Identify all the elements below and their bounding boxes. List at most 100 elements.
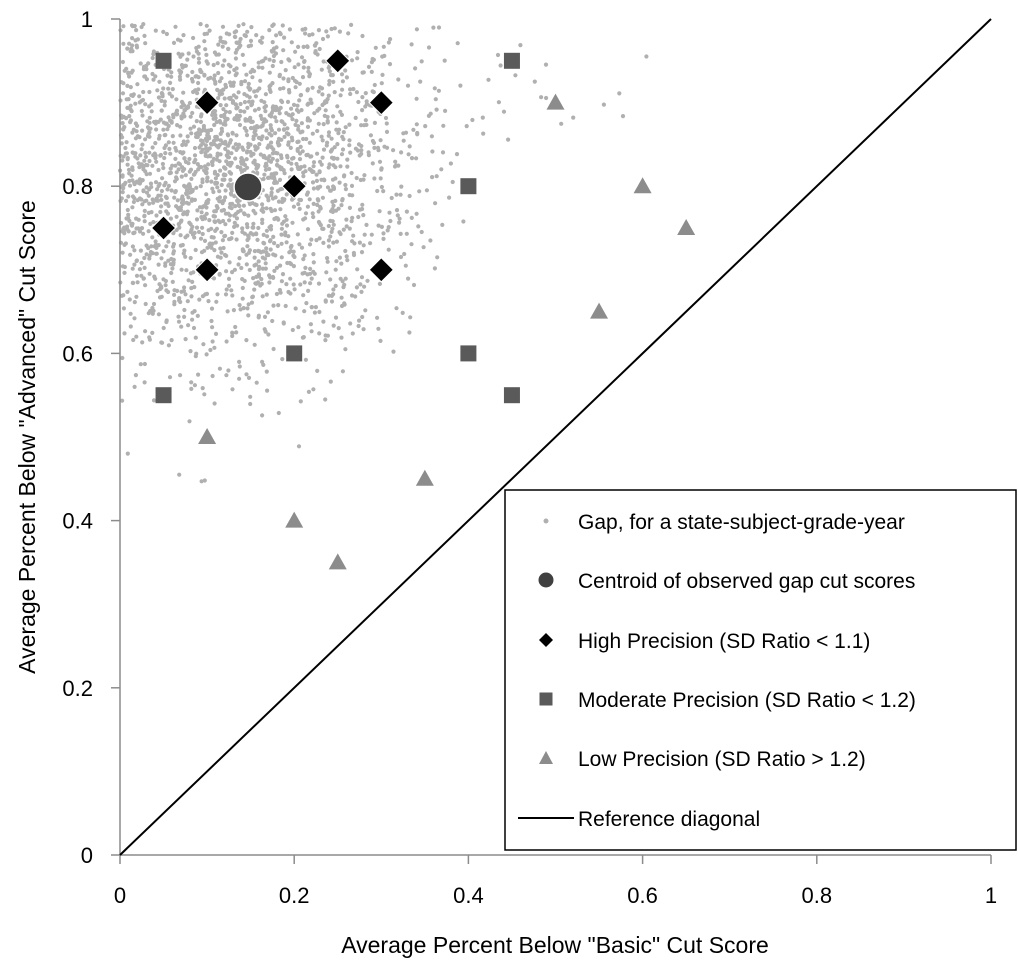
- gap-point: [260, 255, 265, 260]
- gap-point: [192, 153, 198, 158]
- gap-point: [264, 292, 269, 297]
- gap-point: [134, 258, 139, 264]
- gap-point: [126, 194, 131, 199]
- gap-point: [261, 240, 266, 245]
- gap-point: [221, 218, 226, 224]
- gap-point: [130, 244, 135, 249]
- gap-point: [336, 326, 341, 331]
- gap-point: [287, 27, 292, 32]
- gap-point: [273, 115, 278, 120]
- gap-point: [309, 276, 314, 281]
- gap-point: [210, 112, 215, 118]
- gap-point: [147, 115, 152, 120]
- gap-point: [124, 66, 129, 71]
- gap-point: [250, 225, 255, 230]
- gap-point: [402, 251, 407, 257]
- gap-point: [257, 142, 262, 147]
- gap-point: [204, 352, 209, 357]
- gap-point: [159, 188, 164, 194]
- gap-point: [361, 177, 366, 182]
- gap-point: [141, 163, 146, 169]
- gap-point: [391, 148, 396, 153]
- gap-point: [249, 300, 255, 305]
- legend-entry-low: Low Precision (SD Ratio > 1.2): [539, 748, 866, 771]
- gap-point: [212, 248, 217, 253]
- gap-point: [161, 127, 166, 132]
- gap-point: [125, 162, 130, 167]
- gap-point: [137, 267, 142, 272]
- gap-point: [357, 153, 362, 158]
- gap-point: [229, 288, 234, 293]
- gap-point: [246, 81, 251, 86]
- gap-point: [347, 122, 352, 127]
- gap-point: [280, 272, 286, 277]
- gap-point: [164, 31, 169, 37]
- gap-point: [131, 231, 136, 236]
- gap-point: [248, 231, 253, 236]
- gap-point: [350, 193, 355, 198]
- gap-point: [363, 91, 368, 96]
- gap-point: [230, 230, 235, 235]
- gap-point: [231, 308, 236, 313]
- gap-point: [320, 102, 325, 108]
- gap-point: [288, 145, 293, 150]
- gap-point: [298, 144, 303, 149]
- gap-point: [206, 197, 211, 203]
- gap-point: [264, 136, 269, 141]
- gap-point: [134, 28, 139, 33]
- gap-point: [174, 97, 179, 102]
- gap-point: [193, 131, 199, 136]
- gap-point: [145, 163, 150, 168]
- gap-point: [196, 80, 201, 86]
- gap-point: [281, 86, 286, 91]
- gap-point: [326, 130, 332, 135]
- gap-point: [181, 90, 186, 95]
- gap-point: [360, 202, 365, 207]
- gap-point: [341, 137, 346, 142]
- gap-point: [163, 261, 168, 266]
- gap-point: [249, 153, 254, 158]
- gap-point: [251, 221, 256, 226]
- gap-point: [208, 154, 213, 159]
- gap-point: [191, 325, 197, 331]
- gap-point: [144, 185, 149, 190]
- gap-point: [172, 292, 177, 297]
- y-tick-label: 0.2: [62, 676, 93, 701]
- gap-point: [371, 140, 377, 145]
- gap-point: [259, 281, 264, 286]
- gap-point: [220, 63, 225, 68]
- gap-point: [288, 276, 293, 281]
- gap-point: [202, 478, 207, 483]
- gap-point: [279, 279, 284, 284]
- legend-low-swatch: [539, 751, 553, 764]
- gap-point: [301, 217, 306, 222]
- gap-point: [171, 40, 177, 46]
- gap-point: [188, 126, 193, 131]
- gap-point: [168, 151, 173, 156]
- gap-point: [161, 165, 166, 171]
- gap-point: [218, 168, 223, 173]
- gap-point: [413, 66, 418, 71]
- gap-point: [431, 25, 436, 30]
- gap-point: [268, 159, 274, 164]
- gap-point: [443, 108, 448, 113]
- gap-point: [201, 123, 206, 129]
- gap-point: [195, 162, 200, 167]
- gap-point: [204, 211, 209, 216]
- gap-point: [424, 188, 429, 193]
- gap-point: [377, 281, 382, 286]
- gap-point: [262, 172, 267, 177]
- gap-point: [404, 209, 409, 214]
- gap-point: [278, 31, 283, 37]
- y-tick-label: 0.8: [62, 174, 93, 199]
- gap-point: [372, 82, 377, 88]
- gap-point: [331, 292, 336, 297]
- gap-point: [372, 145, 377, 150]
- gap-point: [310, 180, 316, 185]
- gap-point: [207, 218, 212, 223]
- gap-point: [331, 79, 336, 84]
- gap-point: [154, 159, 159, 164]
- gap-point: [378, 138, 383, 143]
- gap-point: [281, 76, 286, 81]
- gap-point: [156, 243, 161, 248]
